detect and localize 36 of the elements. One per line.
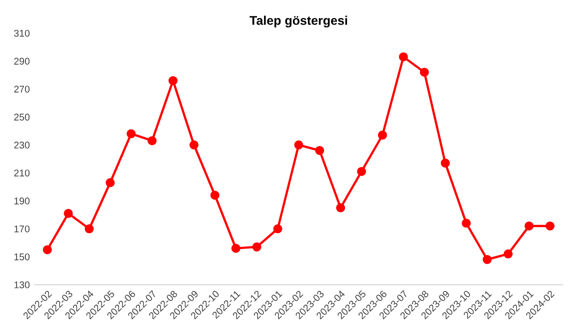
y-tick-label: 290 <box>14 58 30 65</box>
point <box>315 146 324 156</box>
point <box>231 244 240 253</box>
point <box>378 130 387 140</box>
point <box>420 68 429 77</box>
y-tick-label: 130 <box>14 281 30 288</box>
y-tick-label: 250 <box>14 114 30 121</box>
point <box>357 166 366 176</box>
point <box>42 245 52 254</box>
y-tick-label: 170 <box>14 225 30 232</box>
point <box>64 208 73 218</box>
point <box>482 254 492 264</box>
point <box>148 136 157 146</box>
y-tick-label: 310 <box>14 30 30 37</box>
chart-title: Talep göstergesi <box>250 16 348 28</box>
y-tick-label: 190 <box>14 198 30 204</box>
y-tick-label: 150 <box>14 253 30 260</box>
point <box>106 178 115 188</box>
point <box>252 242 262 252</box>
point <box>84 224 94 234</box>
point <box>398 52 408 62</box>
point <box>546 221 555 230</box>
point <box>336 203 346 212</box>
point <box>294 140 304 150</box>
point <box>168 76 178 86</box>
point <box>524 221 534 230</box>
point <box>210 190 220 200</box>
point <box>273 224 282 234</box>
point <box>189 140 198 150</box>
y-tick-label: 270 <box>14 86 30 93</box>
point <box>126 129 136 138</box>
point <box>440 158 450 168</box>
point <box>504 249 513 258</box>
point <box>462 218 471 228</box>
y-tick-label: 230 <box>14 142 30 149</box>
y-tick-label: 210 <box>14 170 30 176</box>
